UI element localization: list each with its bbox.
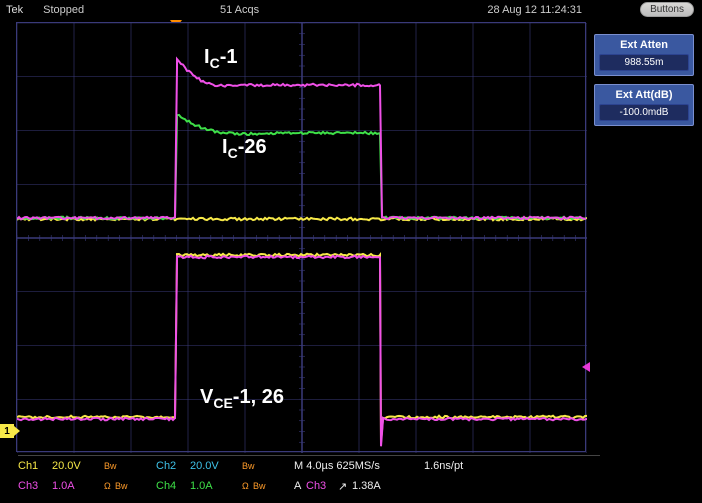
ch1-bw: Bw (104, 461, 126, 471)
trig-src: Ch3 (306, 480, 338, 492)
ch3-bw: Bw (115, 481, 126, 491)
trig-a: A (294, 480, 306, 492)
ext-att-db-box[interactable]: Ext Att(dB) -100.0mdB (594, 84, 694, 126)
acq-count: 51 Acqs (220, 4, 259, 16)
buttons-button[interactable]: Buttons (640, 2, 694, 17)
trig-level: 1.38A (352, 480, 381, 492)
run-status: Stopped (43, 4, 84, 16)
ch2-bw: Bw (242, 461, 264, 471)
ch2-label: Ch2 (156, 460, 190, 472)
ch3-ref-arrow (582, 362, 590, 372)
ch1-label: Ch1 (18, 460, 52, 472)
ch3-unit: Ω (104, 481, 115, 491)
scope-display (16, 22, 586, 452)
ch2-scale: 20.0V (190, 460, 242, 472)
timebase: M 4.0µs 625MS/s (294, 460, 404, 472)
ext-atten-label: Ext Atten (599, 39, 689, 51)
annotation-ic1: IC-1 (204, 46, 237, 71)
top-bar: Tek Stopped 51 Acqs 28 Aug 12 11:24:31 B… (0, 0, 702, 20)
ch4-scale: 1.0A (190, 480, 242, 492)
ext-att-db-value: -100.0mdB (599, 104, 689, 121)
ext-atten-box[interactable]: Ext Atten 988.55m (594, 34, 694, 76)
side-panel: Ext Atten 988.55m Ext Att(dB) -100.0mdB (594, 34, 694, 134)
brand-label: Tek (6, 4, 23, 16)
ext-att-db-label: Ext Att(dB) (599, 89, 689, 101)
ch4-bw: Bw (253, 481, 264, 491)
ch1-ground-marker: 1 (0, 424, 14, 438)
bottom-readout: Ch1 20.0V Bw Ch2 20.0V Bw M 4.0µs 625MS/… (18, 455, 600, 497)
ext-atten-value: 988.55m (599, 54, 689, 71)
waveform-canvas (17, 23, 587, 453)
ch3-scale: 1.0A (52, 480, 104, 492)
ch4-label: Ch4 (156, 480, 190, 492)
annotation-vce: VCE-1, 26 (200, 386, 284, 411)
datetime: 28 Aug 12 11:24:31 (487, 4, 582, 16)
ch1-scale: 20.0V (52, 460, 104, 472)
trig-slope: ↗ (338, 480, 352, 493)
sample-rate: 1.6ns/pt (424, 460, 463, 472)
ch3-label: Ch3 (18, 480, 52, 492)
ch4-unit: Ω (242, 481, 253, 491)
annotation-ic26: IC-26 (222, 136, 267, 161)
